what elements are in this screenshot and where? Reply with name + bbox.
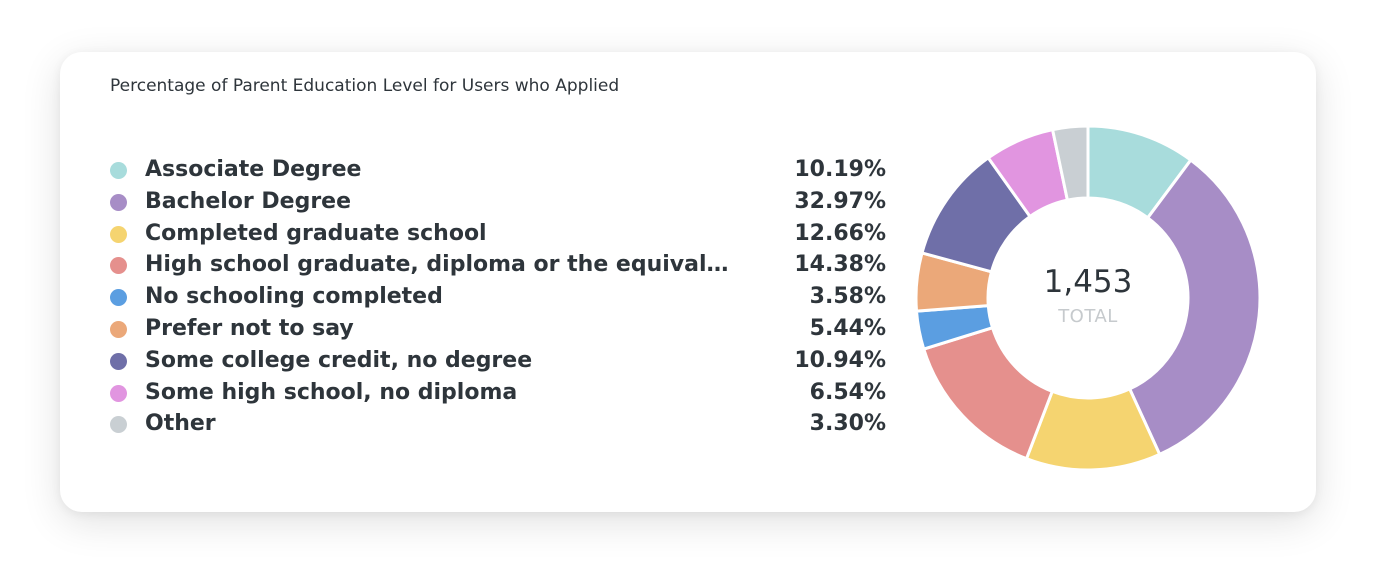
legend-percentage: 10.19% (794, 157, 886, 182)
legend-label: Bachelor Degree (145, 188, 352, 214)
legend-swatch (110, 384, 127, 402)
legend-item[interactable]: Bachelor Degree 32.97% (110, 186, 886, 218)
legend-label: Some high school, no diploma (145, 379, 518, 405)
donut-slice[interactable] (1050, 126, 1090, 202)
legend-label: Other (145, 411, 216, 437)
donut-slice[interactable] (1127, 157, 1260, 457)
total-label: TOTAL (1058, 306, 1118, 327)
legend-swatch (110, 320, 127, 338)
legend-label: High school graduate, diploma or the equ… (145, 252, 735, 278)
legend-swatch (110, 257, 127, 275)
legend-item[interactable]: Completed graduate school 12.66% (110, 218, 886, 250)
donut-center: 1,453 TOTAL (916, 126, 1260, 470)
legend-percentage: 14.38% (794, 252, 886, 278)
legend-item[interactable]: Prefer not to say 5.44% (110, 313, 886, 345)
legend-swatch (110, 416, 127, 434)
total-value: 1,453 (1043, 264, 1133, 300)
legend-item[interactable]: No schooling completed 3.58% (110, 281, 886, 313)
legend-percentage: 10.94% (794, 347, 886, 373)
legend-item[interactable]: Some college credit, no degree 10.94% (110, 345, 886, 377)
chart-legend: Associate Degree 10.19% Bachelor Degree 32.… (110, 154, 886, 440)
legend-swatch (110, 193, 127, 211)
legend-percentage: 12.66% (794, 220, 886, 246)
legend-label: Associate Degree (145, 157, 362, 182)
legend-label: Completed graduate school (145, 220, 487, 246)
legend-swatch (110, 225, 127, 243)
legend-label: Prefer not to say (145, 315, 354, 341)
legend-percentage: 3.58% (809, 284, 886, 310)
legend-swatch (110, 289, 127, 307)
legend-item[interactable]: Other 3.30% (110, 408, 886, 440)
legend-swatch (110, 162, 127, 179)
legend-percentage: 3.30% (809, 411, 886, 437)
legend-label: Some college credit, no degree (145, 347, 533, 373)
legend-percentage: 6.54% (809, 379, 886, 405)
donut-svg (916, 126, 1260, 470)
legend-percentage: 32.97% (794, 188, 886, 214)
chart-card: Percentage of Parent Education Level for… (60, 52, 1316, 512)
legend-label: No schooling completed (145, 284, 443, 310)
legend-item[interactable]: High school graduate, diploma or the equ… (110, 249, 886, 281)
chart-title: Percentage of Parent Education Level for… (110, 76, 620, 96)
legend-percentage: 5.44% (809, 315, 886, 341)
donut-chart: 1,453 TOTAL (916, 126, 1260, 470)
legend-item[interactable]: Associate Degree 10.19% (110, 154, 886, 186)
legend-item[interactable]: Some high school, no diploma 6.54% (110, 377, 886, 409)
legend-swatch (110, 352, 127, 370)
